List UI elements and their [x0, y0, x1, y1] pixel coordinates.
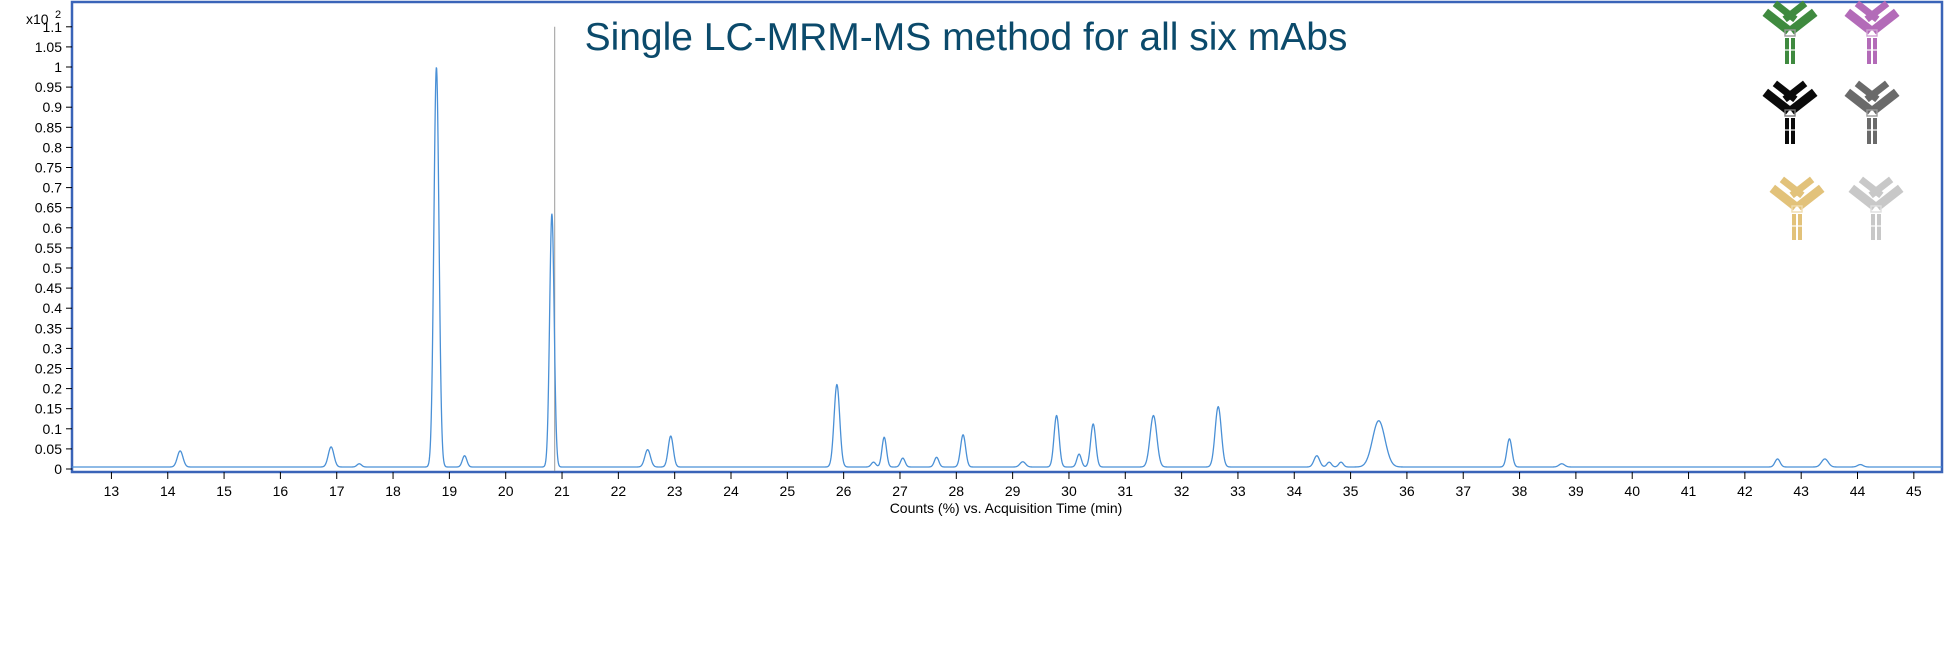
- plot-frame: [70, 0, 1944, 474]
- x-tick-label: 22: [611, 483, 627, 499]
- y-tick-label: 0.2: [43, 381, 63, 397]
- x-tick-label: 13: [104, 483, 120, 499]
- x-tick-label: 20: [498, 483, 514, 499]
- x-tick-label: 14: [160, 483, 176, 499]
- y-tick-label: 0.3: [43, 340, 63, 356]
- x-tick-label: 41: [1681, 483, 1697, 499]
- x-tick-label: 15: [216, 483, 232, 499]
- x-tick-label: 39: [1568, 483, 1584, 499]
- y-tick-label: 0.4: [43, 300, 63, 316]
- x-tick-label: 32: [1174, 483, 1190, 499]
- x-tick-label: 17: [329, 483, 345, 499]
- y-tick-label: 0.75: [35, 160, 62, 176]
- x-tick-label: 38: [1512, 483, 1528, 499]
- x-tick-label: 40: [1624, 483, 1640, 499]
- green-antibody-icon: [1762, 0, 1818, 64]
- chart-title: Single LC-MRM-MS method for all six mAbs: [585, 16, 1348, 59]
- y-tick-label: 1.1: [43, 19, 63, 35]
- y-tick-label: 1.05: [35, 39, 62, 55]
- x-axis: 13 14 15 16 17 18 19 20 21 22 23 24 25 26 27 28 29 30 31 32…: [104, 472, 1922, 499]
- y-tick-label: 0.9: [43, 99, 63, 115]
- y-tick-label: 0.15: [35, 401, 62, 417]
- y-tick-label: 0.65: [35, 200, 62, 216]
- y-tick-label: 0.45: [35, 280, 62, 296]
- x-tick-label: 21: [554, 483, 570, 499]
- y-multiplier-exponent: 2: [55, 9, 61, 21]
- y-tick-label: 0.55: [35, 240, 62, 256]
- y-tick-label: 0: [54, 461, 62, 477]
- x-tick-label: 25: [780, 483, 796, 499]
- x-tick-label: 45: [1906, 483, 1922, 499]
- x-tick-label: 29: [1005, 483, 1021, 499]
- x-tick-label: 19: [442, 483, 458, 499]
- y-tick-label: 0.8: [43, 139, 63, 155]
- y-tick-label: 0.85: [35, 119, 62, 135]
- y-tick-label: 0.25: [35, 361, 62, 377]
- x-axis-title: Counts (%) vs. Acquisition Time (min): [890, 500, 1123, 516]
- x-tick-label: 42: [1737, 483, 1753, 499]
- x-tick-label: 23: [667, 483, 683, 499]
- x-tick-label: 37: [1455, 483, 1471, 499]
- y-tick-label: 0.35: [35, 320, 62, 336]
- y-tick-label: 0.7: [43, 180, 63, 196]
- x-tick-label: 26: [836, 483, 852, 499]
- y-tick-label: 0.5: [43, 260, 63, 276]
- x-tick-label: 33: [1230, 483, 1246, 499]
- x-tick-label: 43: [1793, 483, 1809, 499]
- x-tick-label: 44: [1850, 483, 1866, 499]
- y-multiplier: x10 2: [26, 9, 61, 27]
- darkgray-antibody-icon: [1844, 80, 1900, 144]
- x-tick-label: 16: [273, 483, 289, 499]
- y-tick-label: 0.6: [43, 220, 63, 236]
- x-tick-label: 34: [1286, 483, 1302, 499]
- x-tick-label: 18: [385, 483, 401, 499]
- y-tick-label: 0.05: [35, 441, 62, 457]
- lightgray-antibody-icon: [1848, 176, 1904, 240]
- x-tick-label: 28: [949, 483, 965, 499]
- x-tick-label: 27: [892, 483, 908, 499]
- y-multiplier-base: x10: [26, 11, 49, 27]
- x-tick-label: 30: [1061, 483, 1077, 499]
- x-tick-label: 31: [1117, 483, 1133, 499]
- y-tick-label: 1: [54, 59, 62, 75]
- x-tick-label: 24: [723, 483, 739, 499]
- y-axis: 0 0.05 0.1 0.15 0.2 0.25 0.3 0.35 0.4 0.45 0.5 0.55…: [35, 19, 72, 477]
- black-antibody-icon: [1762, 80, 1818, 144]
- y-tick-label: 0.95: [35, 79, 62, 95]
- purple-antibody-icon: [1844, 0, 1900, 64]
- y-tick-label: 0.1: [43, 421, 63, 437]
- antibody-icon-legend: [1762, 0, 1904, 240]
- series-trace: [72, 67, 1942, 468]
- x-tick-label: 36: [1399, 483, 1415, 499]
- tan-antibody-icon: [1769, 176, 1825, 240]
- x-tick-label: 35: [1343, 483, 1359, 499]
